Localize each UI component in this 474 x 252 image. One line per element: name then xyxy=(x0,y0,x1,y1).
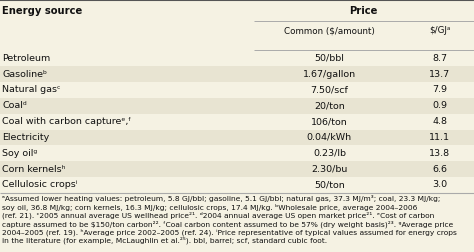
Text: Corn kernelsʰ: Corn kernelsʰ xyxy=(2,165,66,174)
Text: 106/ton: 106/ton xyxy=(311,117,348,126)
Text: Gasolineᵇ: Gasolineᵇ xyxy=(2,70,47,79)
Text: 2004–2005 (ref. 19). ʰAverage price 2002–2005 (ref. 24). ⁱPrice representative o: 2004–2005 (ref. 19). ʰAverage price 2002… xyxy=(2,229,457,236)
Text: Electricity: Electricity xyxy=(2,133,50,142)
Text: 13.7: 13.7 xyxy=(429,70,450,79)
Text: 7.9: 7.9 xyxy=(432,85,447,94)
Text: Common ($/amount): Common ($/amount) xyxy=(284,26,375,36)
Text: 50/ton: 50/ton xyxy=(314,180,345,189)
Text: 7.50/scf: 7.50/scf xyxy=(310,85,348,94)
Text: Coal with carbon captureᵉ,ᶠ: Coal with carbon captureᵉ,ᶠ xyxy=(2,117,132,126)
Text: Petroleum: Petroleum xyxy=(2,54,51,63)
Text: in the literature (for example, McLaughlin et al.²⁵). bbl, barrel; scf, standard: in the literature (for example, McLaughl… xyxy=(2,237,328,244)
Text: 8.7: 8.7 xyxy=(432,54,447,63)
Text: Coalᵈ: Coalᵈ xyxy=(2,101,27,110)
Bar xyxy=(0,66,474,82)
Text: 0.9: 0.9 xyxy=(432,101,447,110)
Text: 0.23/lb: 0.23/lb xyxy=(313,149,346,158)
Text: 1.67/gallon: 1.67/gallon xyxy=(303,70,356,79)
Text: $/GJᵃ: $/GJᵃ xyxy=(429,26,450,36)
Text: Energy source: Energy source xyxy=(2,6,82,16)
Text: soy oil, 36.8 MJ/kg; corn kernels, 16.3 MJ/kg; cellulosic crops, 17.4 MJ/kg. ᵇWh: soy oil, 36.8 MJ/kg; corn kernels, 16.3 … xyxy=(2,204,418,211)
Text: 0.04/kWh: 0.04/kWh xyxy=(307,133,352,142)
Text: Natural gasᶜ: Natural gasᶜ xyxy=(2,85,61,94)
Text: 20/ton: 20/ton xyxy=(314,101,345,110)
Bar xyxy=(0,98,474,114)
Text: 13.8: 13.8 xyxy=(429,149,450,158)
Text: (ref. 21). ᶜ2005 annual average US wellhead price²¹. ᵈ2004 annual average US ope: (ref. 21). ᶜ2005 annual average US wellh… xyxy=(2,212,435,219)
Text: 4.8: 4.8 xyxy=(432,117,447,126)
Bar xyxy=(0,130,474,145)
Text: capture assumed to be $150/ton carbon²². ᶠCoal carbon content assumed to be 57% : capture assumed to be $150/ton carbon²².… xyxy=(2,220,454,228)
Text: Cellulosic cropsⁱ: Cellulosic cropsⁱ xyxy=(2,180,78,189)
Bar xyxy=(0,161,474,177)
Text: 11.1: 11.1 xyxy=(429,133,450,142)
Text: Price: Price xyxy=(350,6,378,16)
Text: 6.6: 6.6 xyxy=(432,165,447,174)
Text: 2.30/bu: 2.30/bu xyxy=(311,165,347,174)
Text: 50/bbl: 50/bbl xyxy=(314,54,345,63)
Text: Soy oilᵍ: Soy oilᵍ xyxy=(2,149,37,158)
Text: 3.0: 3.0 xyxy=(432,180,447,189)
Text: ᵃAssumed lower heating values: petroleum, 5.8 GJ/bbl; gasoline, 5.1 GJ/bbl; natu: ᵃAssumed lower heating values: petroleum… xyxy=(2,195,441,202)
